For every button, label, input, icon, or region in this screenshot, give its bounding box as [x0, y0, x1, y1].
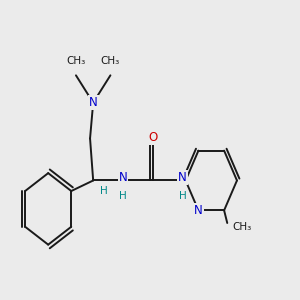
Text: N: N [194, 204, 203, 217]
Text: O: O [148, 131, 157, 144]
Text: CH₃: CH₃ [66, 56, 85, 66]
Text: H: H [100, 186, 108, 196]
Text: N: N [118, 171, 127, 184]
Text: N: N [89, 96, 98, 109]
Text: N: N [178, 171, 187, 184]
Text: H: H [178, 191, 186, 202]
Text: CH₃: CH₃ [232, 222, 251, 232]
Text: H: H [119, 191, 127, 202]
Text: CH₃: CH₃ [101, 56, 120, 66]
